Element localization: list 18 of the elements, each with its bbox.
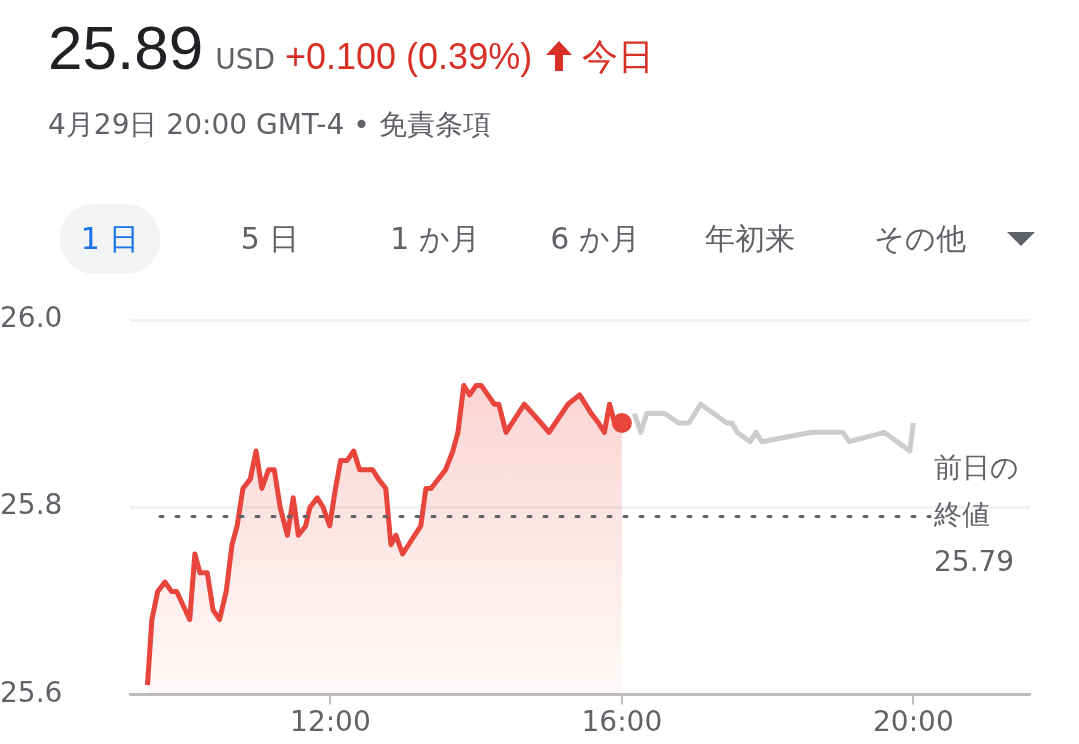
x-tick-label: 16:00 <box>581 705 663 739</box>
text: 1 か月 <box>389 220 481 258</box>
text: 年初来 <box>704 220 796 258</box>
chart-title: 25.89 <box>48 12 204 83</box>
text: 6 か月 <box>549 220 641 258</box>
x-tick-label: 20:00 <box>873 705 954 739</box>
text: 5 日 <box>239 220 301 258</box>
y-tick-label: 25.8 <box>0 488 63 522</box>
text: +0.100 (0.39%) <box>284 36 533 78</box>
text: 1 日 <box>60 204 160 274</box>
text: USD <box>215 43 275 76</box>
x-tick-label: 12:00 <box>290 705 371 739</box>
text: その他 <box>873 220 967 258</box>
y-tick-label: 25.6 <box>0 675 63 709</box>
ref-line-label: 前日の終値 25.79 <box>933 450 1019 578</box>
y-tick-label: 26.0 <box>0 301 63 335</box>
text: 今日 <box>582 35 655 79</box>
chart-subtitle: 4月29日 20:00 GMT-4 • 免責条項 <box>48 107 491 143</box>
